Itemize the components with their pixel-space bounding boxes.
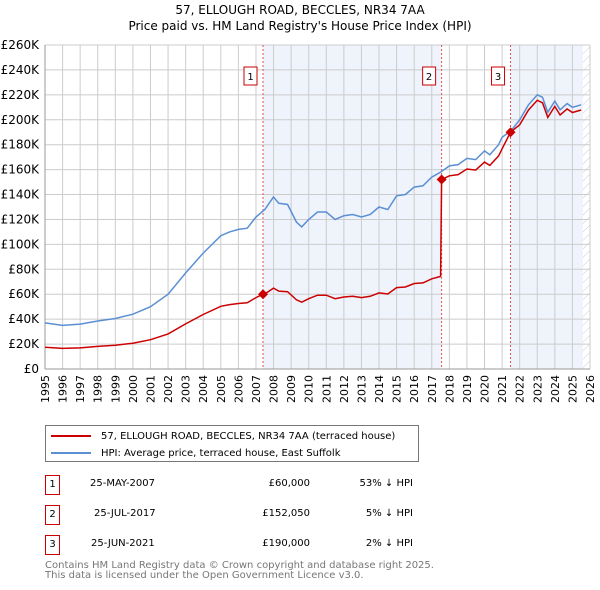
sale-label: 1: [247, 72, 253, 83]
y-tick-label: £40K: [8, 312, 40, 326]
y-tick-label: £140K: [1, 188, 41, 202]
x-tick-label: 2000: [127, 375, 140, 403]
sale-row-3: 3 25-JUN-2021 £190,000 2% ↓ HPI: [45, 535, 445, 555]
shaded-region: [510, 45, 583, 369]
x-tick-label: 1995: [39, 375, 52, 403]
x-tick-label: 2020: [479, 375, 492, 403]
x-tick-label: 2007: [250, 375, 263, 403]
y-tick-label: £180K: [1, 138, 41, 152]
chart-subtitle: Price paid vs. HM Land Registry's House …: [128, 19, 472, 33]
sale-price: £152,050: [262, 508, 310, 519]
sale-point: [505, 127, 516, 138]
legend-swatch-hpi: [51, 452, 91, 454]
footer-licence: This data is licensed under the Open Gov…: [45, 570, 364, 581]
sale-badge: 3: [45, 535, 60, 555]
x-tick-label: 2016: [408, 375, 421, 403]
y-tick-label: £80K: [8, 262, 40, 276]
sale-badge: 2: [45, 505, 60, 525]
x-tick-label: 2019: [461, 375, 474, 403]
x-tick-label: 2003: [180, 375, 193, 403]
shaded-region: [263, 45, 442, 369]
y-tick-label: £60K: [8, 287, 40, 301]
x-tick-label: 2014: [373, 375, 386, 403]
sale-date: 25-JUL-2017: [94, 508, 156, 519]
sale-label-box: [491, 66, 506, 86]
x-tick-label: 2010: [303, 375, 316, 403]
sale-date: 25-MAY-2007: [90, 478, 156, 489]
legend: 57, ELLOUGH ROAD, BECCLES, NR34 7AA (ter…: [45, 425, 419, 462]
sale-row-1: 1 25-MAY-2007 £60,000 53% ↓ HPI: [45, 475, 445, 495]
legend-item-property: 57, ELLOUGH ROAD, BECCLES, NR34 7AA (ter…: [46, 428, 395, 444]
legend-item-hpi: HPI: Average price, terraced house, East…: [46, 445, 341, 461]
x-tick-label: 2022: [514, 375, 527, 403]
sale-price: £190,000: [262, 538, 310, 549]
y-tick-label: £240K: [1, 63, 41, 77]
sale-badge: 1: [45, 475, 60, 495]
y-tick-label: £160K: [1, 163, 41, 177]
x-tick-label: 2005: [215, 375, 228, 403]
x-tick-label: 2002: [162, 375, 175, 403]
sale-date: 25-JUN-2021: [91, 538, 155, 549]
x-tick-label: 1996: [57, 375, 70, 403]
sale-hpi-diff: 53% ↓ HPI: [359, 478, 413, 489]
y-tick-label: £0: [24, 362, 39, 376]
sale-point: [436, 174, 447, 185]
x-tick-label: 2006: [232, 375, 245, 403]
chart-title: 57, ELLOUGH ROAD, BECCLES, NR34 7AA: [175, 3, 425, 17]
x-tick-label: 1997: [74, 375, 87, 403]
x-tick-label: 2004: [197, 375, 210, 403]
y-tick-label: £220K: [1, 88, 41, 102]
x-tick-label: 2013: [355, 375, 368, 403]
x-tick-label: 2012: [338, 375, 351, 403]
x-tick-label: 1999: [109, 375, 122, 403]
sale-hpi-diff: 5% ↓ HPI: [365, 508, 413, 519]
sale-hpi-diff: 2% ↓ HPI: [365, 538, 413, 549]
x-tick-label: 2015: [391, 375, 404, 403]
legend-swatch-property: [51, 435, 91, 437]
x-tick-label: 2025: [566, 375, 579, 403]
sale-label-box: [422, 66, 437, 86]
y-tick-label: £20K: [8, 337, 40, 351]
x-tick-label: 2009: [285, 375, 298, 403]
y-tick-label: £120K: [1, 212, 41, 226]
x-tick-label: 2011: [320, 375, 333, 403]
x-tick-label: 2021: [496, 375, 509, 403]
sale-row-2: 2 25-JUL-2017 £152,050 5% ↓ HPI: [45, 505, 445, 525]
sale-label-box: [243, 66, 258, 86]
y-tick-label: £260K: [1, 38, 41, 52]
x-tick-label: 2026: [584, 375, 597, 403]
hatched-forecast-region: [582, 45, 590, 369]
legend-label-hpi: HPI: Average price, terraced house, East…: [101, 447, 341, 459]
series-line-hpi: [44, 93, 582, 327]
sale-label: 2: [426, 72, 432, 83]
footer: Contains HM Land Registry data © Crown c…: [45, 561, 434, 581]
sale-point: [258, 289, 268, 300]
x-tick-label: 2017: [426, 375, 439, 403]
x-tick-label: 2024: [549, 375, 562, 403]
x-tick-label: 2001: [144, 375, 157, 403]
x-tick-label: 2023: [531, 375, 544, 403]
x-tick-label: 2008: [268, 375, 281, 403]
footer-copyright: Contains HM Land Registry data © Crown c…: [45, 560, 434, 571]
sale-label: 3: [495, 72, 501, 83]
chart-svg: £0 £20K £40K £60K £80K £100K £120K £140K £160K £1…: [1, 38, 597, 403]
y-tick-label: £100K: [1, 237, 41, 251]
y-tick-label: £200K: [1, 113, 41, 127]
legend-label-property: 57, ELLOUGH ROAD, BECCLES, NR34 7AA (ter…: [101, 430, 396, 442]
x-tick-label: 1998: [92, 375, 105, 403]
x-tick-label: 2018: [443, 375, 456, 403]
series-line-property: [44, 99, 582, 350]
sale-price: £60,000: [268, 478, 310, 489]
